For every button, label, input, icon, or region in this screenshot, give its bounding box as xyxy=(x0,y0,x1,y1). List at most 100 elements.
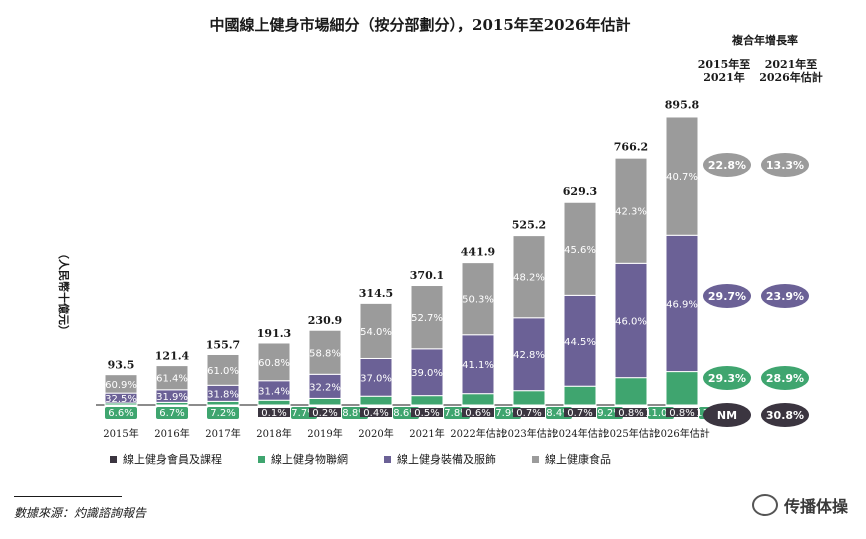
data-label-iot: 7.8% xyxy=(444,408,469,419)
cagr-col2-line2: 2026年估計 xyxy=(759,71,823,84)
data-label-food: 52.7% xyxy=(411,313,443,324)
cagr-pill xyxy=(761,284,809,308)
cagr-col1-header: 2015年至 2021年 xyxy=(694,58,754,84)
bar-segment-food xyxy=(461,262,495,336)
cagr-value: 30.8% xyxy=(766,409,804,422)
watermark: 传播体操 xyxy=(752,493,848,517)
cagr-heading: 複合年增長率 xyxy=(732,34,798,47)
data-label-membership: 0.7% xyxy=(567,408,592,419)
data-label-equipment: 46.0% xyxy=(615,316,647,327)
legend-label: 線上健身會員及課程 xyxy=(123,453,222,466)
iot-label-pill xyxy=(207,407,239,419)
total-label: 441.9 xyxy=(461,246,495,259)
bar-segment-food xyxy=(308,329,342,375)
wechat-icon xyxy=(752,494,778,516)
data-label-equipment: 32.2% xyxy=(309,382,341,393)
bar-segment-membership xyxy=(258,408,290,417)
data-label-equipment: 37.0% xyxy=(360,373,392,384)
total-label: 370.1 xyxy=(410,269,444,282)
bar-segment-food xyxy=(206,353,240,386)
bar-segment-membership xyxy=(513,408,545,417)
data-label-food: 61.0% xyxy=(207,366,239,377)
legend-item-membership: 線上健身會員及課程 xyxy=(110,451,222,467)
data-label-iot: 7.9% xyxy=(495,408,520,419)
legend-label: 線上健身物聯網 xyxy=(271,453,348,466)
cagr-col2-header: 2021年至 2026年估計 xyxy=(754,58,828,84)
data-label-iot: 11.0% xyxy=(645,408,677,419)
data-label-iot: 8.4% xyxy=(546,408,571,419)
bar-segment-food xyxy=(563,201,597,296)
x-tick-label: 2020年 xyxy=(358,427,393,440)
total-label: 766.2 xyxy=(614,140,648,153)
data-label-equipment: 31.8% xyxy=(207,389,239,400)
data-label-membership: 0.7% xyxy=(516,408,541,419)
cagr-col1-line2: 2021年 xyxy=(703,71,745,84)
total-label: 191.3 xyxy=(257,327,291,340)
total-label: 155.7 xyxy=(206,338,240,351)
x-tick-label: 2025年估計 xyxy=(603,427,658,440)
cagr-pill xyxy=(703,284,751,308)
data-label-food: 54.0% xyxy=(360,327,392,338)
bar-segment-equipment xyxy=(359,357,393,397)
bar-segment-food xyxy=(104,374,138,394)
cagr-value: NM xyxy=(717,409,737,422)
data-label-equipment: 42.8% xyxy=(513,350,545,361)
total-label: 895.8 xyxy=(665,98,700,111)
cagr-col1-line1: 2015年至 xyxy=(697,58,751,71)
bar-segment-equipment xyxy=(563,294,597,387)
data-label-membership: 0.4% xyxy=(363,408,388,419)
watermark-text: 传播体操 xyxy=(784,497,849,516)
legend: 線上健身會員及課程 線上健身物聯網 線上健身裝備及服飾 線上健康食品 xyxy=(110,451,750,467)
legend-label: 線上健身裝備及服飾 xyxy=(397,453,496,466)
data-label-iot: 6.6% xyxy=(108,408,133,419)
x-tick-label: 2023年估計 xyxy=(501,427,556,440)
cagr-value: 28.9% xyxy=(766,372,804,385)
bar-segment-food xyxy=(665,116,699,236)
x-tick-label: 2016年 xyxy=(154,427,189,440)
cagr-value: 29.7% xyxy=(708,290,746,303)
data-label-food: 40.7% xyxy=(666,172,698,183)
cagr-pill xyxy=(761,366,809,390)
bar-segment-equipment xyxy=(512,317,546,392)
data-label-equipment: 41.1% xyxy=(462,360,494,371)
bar-segment-food xyxy=(359,302,393,359)
data-label-membership: 0.6% xyxy=(465,408,490,419)
data-label-iot: 7.7% xyxy=(291,408,316,419)
cagr-value: 13.3% xyxy=(766,159,804,172)
data-label-equipment: 31.4% xyxy=(258,386,290,397)
bar-segment-equipment xyxy=(614,262,648,379)
data-label-iot: 6.7% xyxy=(159,408,184,419)
legend-swatch xyxy=(532,455,539,463)
data-label-equipment: 31.9% xyxy=(156,392,188,403)
data-label-iot: 9.2% xyxy=(597,408,622,419)
data-label-food: 50.3% xyxy=(462,295,494,306)
x-tick-label: 2018年 xyxy=(256,427,291,440)
bar-segment-iot xyxy=(563,385,597,406)
legend-item-iot: 線上健身物聯網 xyxy=(258,451,348,467)
source-divider xyxy=(14,496,122,497)
chart-title: 中國線上健身市場細分（按分部劃分），2015年至2026年估計 xyxy=(209,16,631,34)
bar-segment-food xyxy=(257,342,291,382)
bar-segment-membership xyxy=(309,408,341,417)
data-label-iot: 7.2% xyxy=(210,408,235,419)
bar-segment-equipment xyxy=(461,334,495,395)
bar-segment-membership xyxy=(564,408,596,417)
legend-swatch xyxy=(258,455,265,463)
bar-segment-equipment xyxy=(410,348,444,397)
data-label-iot: 8.6% xyxy=(393,408,418,419)
total-label: 93.5 xyxy=(108,359,135,372)
x-tick-label: 2026年估計 xyxy=(654,427,709,440)
bar-segment-food xyxy=(512,235,546,319)
legend-label: 線上健康食品 xyxy=(545,453,611,466)
bar-segment-membership xyxy=(615,408,647,417)
data-label-membership: 0.1% xyxy=(261,408,286,419)
data-label-iot: 8.8% xyxy=(342,408,367,419)
iot-label-pill xyxy=(105,407,137,419)
bar-segment-iot xyxy=(614,377,648,406)
cagr-pill xyxy=(761,403,809,427)
bar-segment-membership xyxy=(666,408,698,417)
total-label: 314.5 xyxy=(359,287,393,300)
x-tick-label: 2019年 xyxy=(307,427,342,440)
data-label-membership: 0.8% xyxy=(669,408,694,419)
